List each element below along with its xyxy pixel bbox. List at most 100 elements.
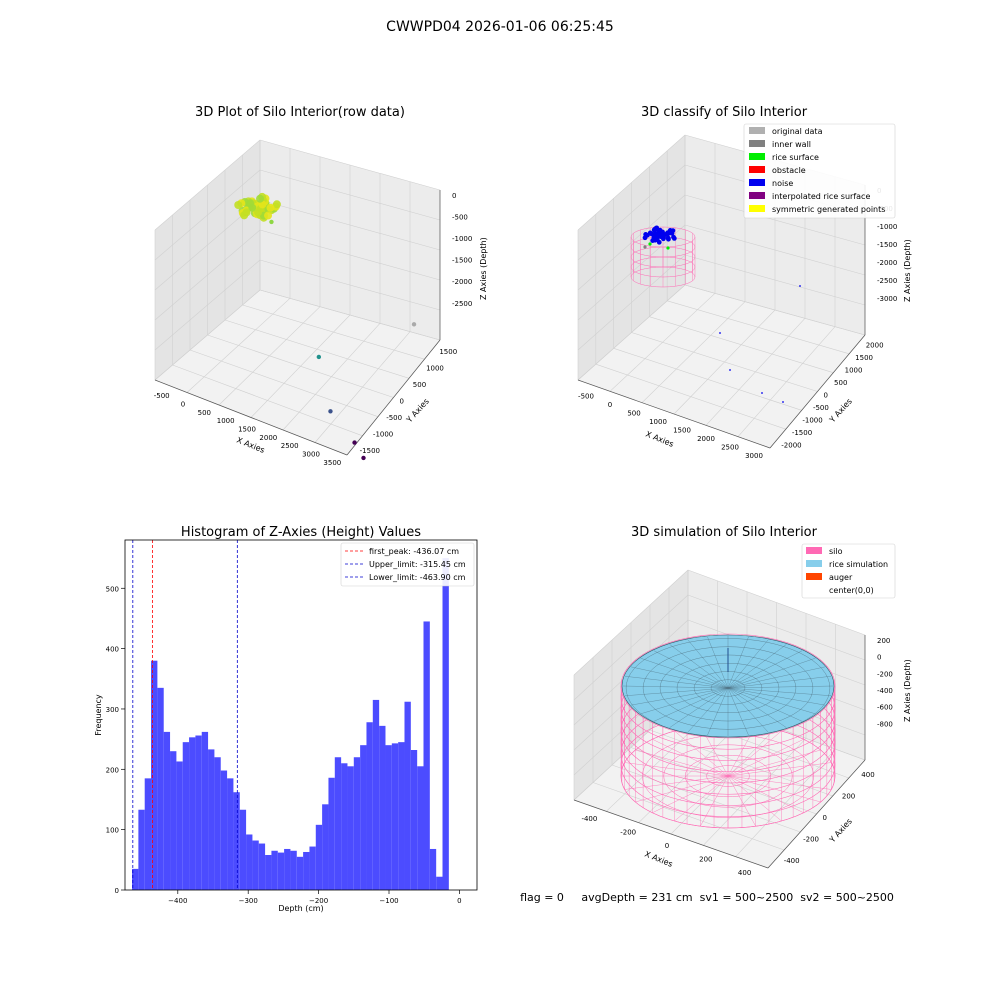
raw-z-tick: -500 bbox=[452, 214, 468, 222]
panel-simulation-zlabel: Z Axies (Depth) bbox=[903, 659, 912, 722]
classify-z-tick: -1000 bbox=[877, 223, 897, 231]
sim-rice-mesh-line bbox=[727, 639, 769, 689]
sim-rice-mesh-line bbox=[640, 658, 729, 689]
raw-y-tick: 500 bbox=[413, 381, 426, 389]
sim-rice-mesh-line bbox=[727, 687, 769, 733]
classify-legend-label: interpolated rice surface bbox=[772, 192, 870, 201]
histogram-bar bbox=[227, 778, 234, 890]
panel-simulation-ticks: -400 -200 0 200 400 -400 -200 0 200 400 200 0 -200 -4… bbox=[581, 637, 892, 877]
classify-noise-point bbox=[799, 285, 801, 287]
sim-rice-mesh-line bbox=[727, 676, 831, 689]
classify-x-tick: 2500 bbox=[721, 443, 739, 451]
classify-noise-point bbox=[666, 236, 671, 242]
classify-gridline bbox=[577, 254, 686, 351]
histogram-bar bbox=[410, 750, 418, 890]
sim-silo-floor-spoke bbox=[727, 749, 821, 777]
raw-x-tick: 3000 bbox=[302, 451, 320, 459]
classify-noise-point bbox=[719, 332, 721, 334]
panel-classify-xlabel: X Axies bbox=[644, 430, 675, 449]
sim-silo-floor-spoke bbox=[727, 762, 832, 777]
raw-gridline bbox=[154, 139, 261, 231]
classify-legend-label: noise bbox=[772, 179, 793, 188]
raw-axis-edge bbox=[154, 379, 348, 456]
classify-noise-point bbox=[656, 239, 662, 245]
histogram-y-tick: 100 bbox=[106, 827, 119, 835]
histogram-bar bbox=[201, 731, 209, 890]
raw-axis-edge bbox=[346, 339, 441, 456]
sim-y-tick: -400 bbox=[784, 857, 800, 865]
classify-legend-label: rice surface bbox=[772, 153, 819, 162]
classify-noise-point bbox=[761, 392, 763, 394]
classify-x-tick: 0 bbox=[608, 401, 612, 409]
histogram-bar bbox=[151, 660, 158, 890]
classify-legend-swatch bbox=[749, 140, 765, 147]
sim-pane bbox=[574, 695, 865, 868]
raw-x-tick: 2500 bbox=[281, 442, 299, 450]
raw-z-tick: -2500 bbox=[452, 300, 472, 308]
histogram-bar bbox=[436, 876, 443, 890]
histogram-bar bbox=[334, 757, 342, 890]
sim-rice-mesh-line bbox=[727, 687, 831, 696]
classify-legend-swatch bbox=[749, 153, 765, 160]
sim-silo-floor-spoke bbox=[674, 730, 729, 777]
histogram-bar bbox=[189, 737, 196, 890]
sim-silo-floor-spoke bbox=[635, 775, 729, 803]
histogram-bar bbox=[271, 850, 278, 890]
classify-y-tick: 1000 bbox=[845, 366, 863, 374]
classify-axis-edge bbox=[769, 334, 866, 449]
raw-point bbox=[266, 203, 275, 212]
histogram-frame bbox=[124, 539, 478, 891]
classify-legend-label: original data bbox=[772, 127, 823, 136]
sim-legend-label: silo bbox=[829, 547, 843, 556]
sim-x-tick: 200 bbox=[699, 856, 712, 864]
sim-y-tick: 400 bbox=[861, 771, 874, 779]
classify-x-tick: -500 bbox=[578, 392, 594, 400]
classify-y-tick: 500 bbox=[834, 379, 847, 387]
sim-rice-mesh-line bbox=[630, 687, 729, 706]
classify-gridline bbox=[684, 194, 866, 246]
sim-rice-mesh-line bbox=[687, 639, 729, 689]
sim-legend-swatch bbox=[806, 560, 822, 567]
histogram-y-tick: 0 bbox=[115, 887, 119, 895]
histogram-xlabel: Depth (cm) bbox=[278, 904, 323, 913]
panel-raw-zlabel: Z Axies (Depth) bbox=[479, 237, 488, 300]
classify-legend-swatch bbox=[749, 166, 765, 173]
histogram-bar bbox=[391, 743, 399, 890]
sim-z-tick: 200 bbox=[877, 637, 890, 645]
classify-y-tick: -2000 bbox=[781, 442, 801, 450]
histogram-bar bbox=[170, 751, 177, 890]
histogram-legend-label: first_peak: -436.07 cm bbox=[369, 547, 459, 556]
histogram-bar bbox=[277, 852, 285, 890]
classify-legend-label: symmetric generated points bbox=[772, 205, 885, 214]
histogram-bar bbox=[246, 834, 253, 890]
classify-legend-frame bbox=[743, 123, 896, 219]
histogram-bar bbox=[360, 745, 367, 890]
raw-gridline bbox=[259, 289, 441, 341]
panel-simulation-title: 3D simulation of Silo Interior bbox=[631, 525, 818, 540]
sim-rice-mesh-line bbox=[727, 644, 787, 689]
raw-point bbox=[246, 199, 255, 208]
sim-silo-floor-spoke bbox=[624, 775, 729, 790]
classify-noise-point bbox=[729, 369, 731, 371]
histogram-bar bbox=[296, 856, 304, 890]
histogram-bar bbox=[258, 843, 266, 890]
sim-legend-label: center(0,0) bbox=[829, 586, 874, 595]
classify-noise-point bbox=[650, 238, 656, 243]
raw-y-tick: -500 bbox=[386, 414, 402, 422]
sim-y-tick: -200 bbox=[803, 836, 819, 844]
sim-z-tick: -400 bbox=[877, 687, 893, 695]
sim-silo-floor-spoke bbox=[624, 762, 729, 777]
panel-classify: 3D classify of Silo Interior -500 0 500 100… bbox=[577, 105, 912, 460]
histogram-bar bbox=[423, 621, 430, 890]
sim-rice-mesh-line bbox=[669, 687, 729, 728]
classify-z-tick: -2000 bbox=[877, 259, 897, 267]
histogram-bar bbox=[252, 840, 259, 890]
raw-gridline bbox=[259, 199, 441, 251]
panel-classify-ticks: -500 0 500 1000 1500 2000 2500 3000 -2000 -1500 -1… bbox=[578, 187, 897, 460]
classify-z-tick: -3000 bbox=[877, 295, 897, 303]
sim-rice-mesh-line bbox=[727, 666, 826, 689]
panel-classify-zlabel: Z Axies (Depth) bbox=[903, 239, 912, 302]
sim-y-tick: 0 bbox=[823, 814, 827, 822]
panel-classify-points bbox=[642, 225, 801, 403]
